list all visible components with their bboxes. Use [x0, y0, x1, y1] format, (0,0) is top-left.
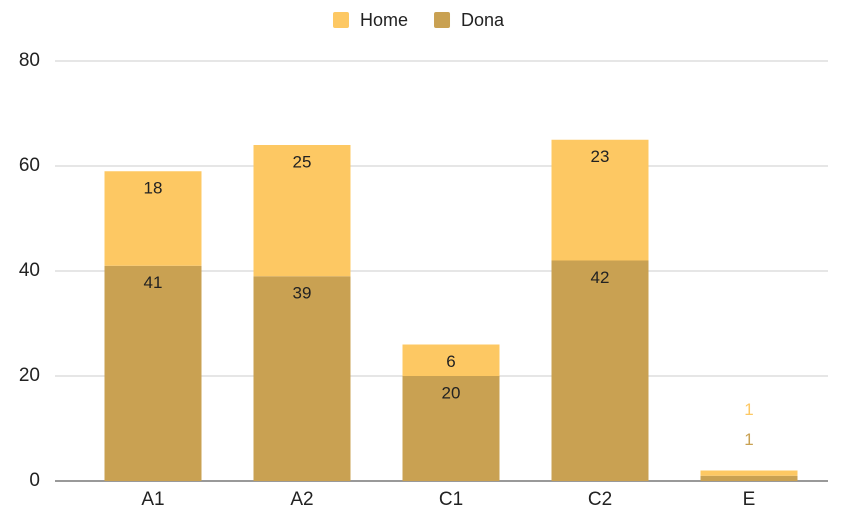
bar-segment	[700, 470, 798, 476]
x-tick-label: E	[743, 489, 756, 510]
data-label: 23	[591, 147, 610, 166]
y-tick-label: 20	[19, 365, 40, 386]
data-label: 39	[293, 284, 312, 303]
legend-label: Home	[360, 10, 408, 30]
data-label: 25	[293, 152, 312, 171]
data-label: 20	[442, 383, 461, 402]
data-label: 42	[591, 268, 610, 287]
y-tick-label: 40	[19, 260, 40, 281]
bar-segment	[253, 145, 351, 277]
x-tick-label: C1	[439, 489, 463, 510]
legend-label: Dona	[461, 10, 505, 30]
x-tick-label: A1	[141, 489, 164, 510]
bar-segment	[253, 276, 351, 481]
bar-segment	[551, 139, 649, 261]
bar-segment	[700, 475, 798, 481]
data-label: 18	[144, 179, 163, 198]
bar-segment	[104, 265, 202, 481]
y-tick-label: 80	[19, 50, 40, 71]
x-tick-label: C2	[588, 489, 612, 510]
legend-swatch	[333, 12, 349, 28]
bar-segment	[402, 376, 500, 481]
data-label: 1	[744, 430, 753, 449]
y-tick-label: 0	[29, 470, 40, 491]
bar-segment	[402, 344, 500, 376]
bar-segment	[551, 260, 649, 481]
data-label: 1	[744, 400, 753, 419]
data-label: 6	[446, 352, 455, 371]
y-tick-label: 60	[19, 155, 40, 176]
x-tick-label: A2	[290, 489, 313, 510]
bar-segment	[104, 171, 202, 266]
data-label: 41	[144, 273, 163, 292]
legend-swatch	[434, 12, 451, 28]
